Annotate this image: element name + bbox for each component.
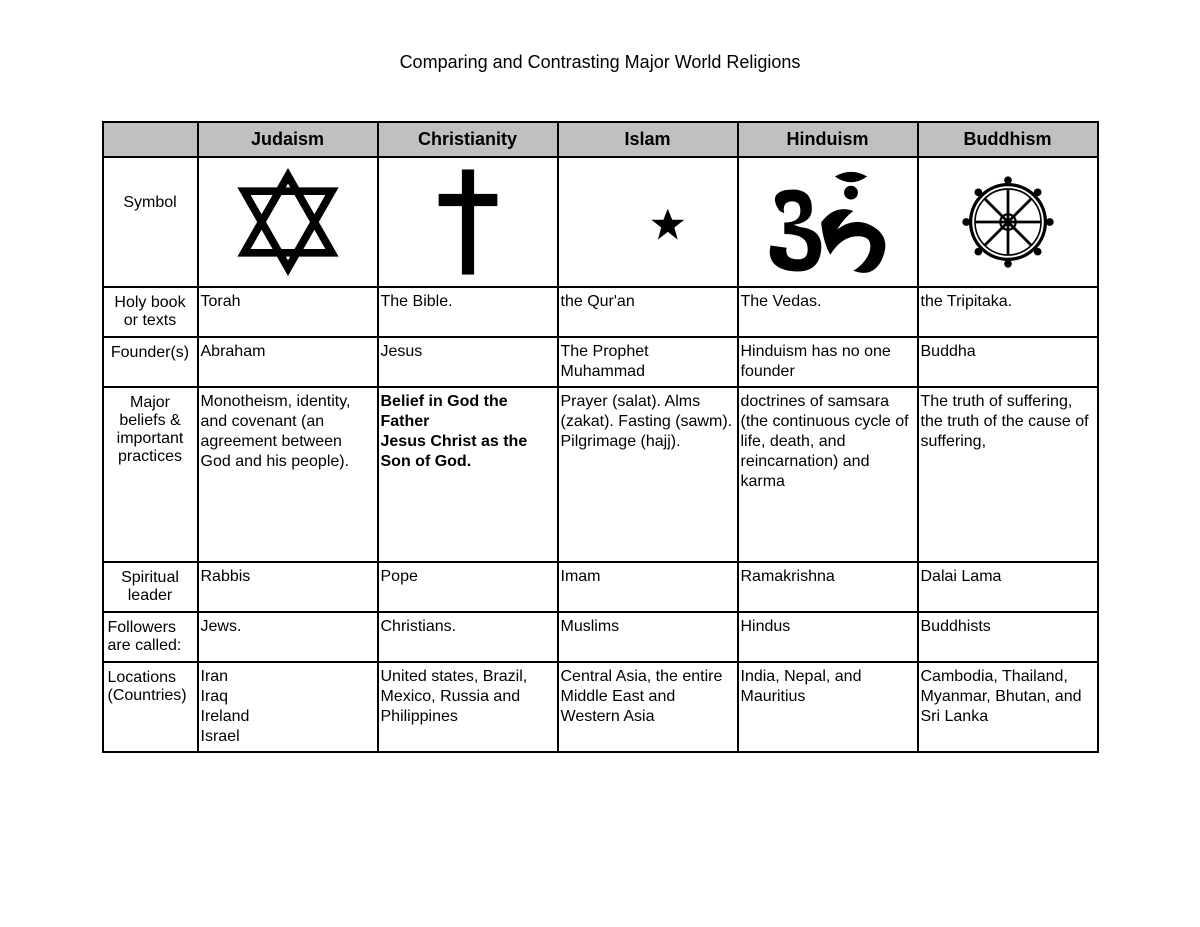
beliefs-judaism: Monotheism, identity, and covenant (an a… bbox=[198, 387, 378, 562]
beliefs-islam: Prayer (salat). Alms (zakat). Fasting (s… bbox=[558, 387, 738, 562]
rowlabel-founder: Founder(s) bbox=[103, 337, 198, 387]
followers-buddhism: Buddhists bbox=[918, 612, 1098, 662]
header-blank bbox=[103, 122, 198, 157]
header-row: Judaism Christianity Islam Hinduism Budd… bbox=[103, 122, 1098, 157]
rowlabel-leader: Spiritual leader bbox=[103, 562, 198, 612]
leader-hinduism: Ramakrishna bbox=[738, 562, 918, 612]
header-christianity: Christianity bbox=[378, 122, 558, 157]
row-leader: Spiritual leader Rabbis Pope Imam Ramakr… bbox=[103, 562, 1098, 612]
locations-hinduism: India, Nepal, and Mauritius bbox=[738, 662, 918, 752]
page-title: Comparing and Contrasting Major World Re… bbox=[0, 0, 1200, 121]
followers-hinduism: Hindus bbox=[738, 612, 918, 662]
holy-christianity: The Bible. bbox=[378, 287, 558, 337]
header-buddhism: Buddhism bbox=[918, 122, 1098, 157]
dharma-wheel-icon bbox=[953, 167, 1063, 277]
row-symbol: Symbol bbox=[103, 157, 1098, 287]
symbol-buddhism bbox=[918, 157, 1098, 287]
row-followers: Followers are called: Jews. Christians. … bbox=[103, 612, 1098, 662]
row-beliefs: Major beliefs & important practices Mono… bbox=[103, 387, 1098, 562]
rowlabel-holy: Holy book or texts bbox=[103, 287, 198, 337]
star-and-crescent-icon bbox=[593, 167, 703, 277]
header-judaism: Judaism bbox=[198, 122, 378, 157]
holy-islam: the Qur'an bbox=[558, 287, 738, 337]
rowlabel-followers: Followers are called: bbox=[103, 612, 198, 662]
followers-islam: Muslims bbox=[558, 612, 738, 662]
followers-judaism: Jews. bbox=[198, 612, 378, 662]
founder-christianity: Jesus bbox=[378, 337, 558, 387]
locations-buddhism: Cambodia, Thailand, Myanmar, Bhutan, and… bbox=[918, 662, 1098, 752]
symbol-christianity bbox=[378, 157, 558, 287]
founder-hinduism: Hinduism has no one founder bbox=[738, 337, 918, 387]
religions-table: Judaism Christianity Islam Hinduism Budd… bbox=[102, 121, 1099, 753]
leader-christianity: Pope bbox=[378, 562, 558, 612]
founder-judaism: Abraham bbox=[198, 337, 378, 387]
holy-judaism: Torah bbox=[198, 287, 378, 337]
leader-buddhism: Dalai Lama bbox=[918, 562, 1098, 612]
row-locations: Locations (Countries) Iran Iraq Ireland … bbox=[103, 662, 1098, 752]
symbol-islam bbox=[558, 157, 738, 287]
leader-islam: Imam bbox=[558, 562, 738, 612]
cross-icon bbox=[428, 167, 508, 277]
symbol-hinduism bbox=[738, 157, 918, 287]
rowlabel-locations: Locations (Countries) bbox=[103, 662, 198, 752]
locations-christianity: United states, Brazil, Mexico, Russia an… bbox=[378, 662, 558, 752]
rowlabel-beliefs: Major beliefs & important practices bbox=[103, 387, 198, 562]
star-of-david-icon bbox=[233, 167, 343, 277]
symbol-judaism bbox=[198, 157, 378, 287]
om-icon bbox=[758, 165, 898, 280]
leader-judaism: Rabbis bbox=[198, 562, 378, 612]
header-hinduism: Hinduism bbox=[738, 122, 918, 157]
founder-buddhism: Buddha bbox=[918, 337, 1098, 387]
holy-buddhism: the Tripitaka. bbox=[918, 287, 1098, 337]
founder-islam: The Prophet Muhammad bbox=[558, 337, 738, 387]
header-islam: Islam bbox=[558, 122, 738, 157]
beliefs-hinduism: doctrines of samsara (the continuous cyc… bbox=[738, 387, 918, 562]
row-founder: Founder(s) Abraham Jesus The Prophet Muh… bbox=[103, 337, 1098, 387]
beliefs-christianity: Belief in God the Father Jesus Christ as… bbox=[378, 387, 558, 562]
beliefs-buddhism: The truth of suffering, the truth of the… bbox=[918, 387, 1098, 562]
locations-islam: Central Asia, the entire Middle East and… bbox=[558, 662, 738, 752]
followers-christianity: Christians. bbox=[378, 612, 558, 662]
rowlabel-symbol: Symbol bbox=[103, 157, 198, 287]
row-holy: Holy book or texts Torah The Bible. the … bbox=[103, 287, 1098, 337]
holy-hinduism: The Vedas. bbox=[738, 287, 918, 337]
locations-judaism: Iran Iraq Ireland Israel bbox=[198, 662, 378, 752]
